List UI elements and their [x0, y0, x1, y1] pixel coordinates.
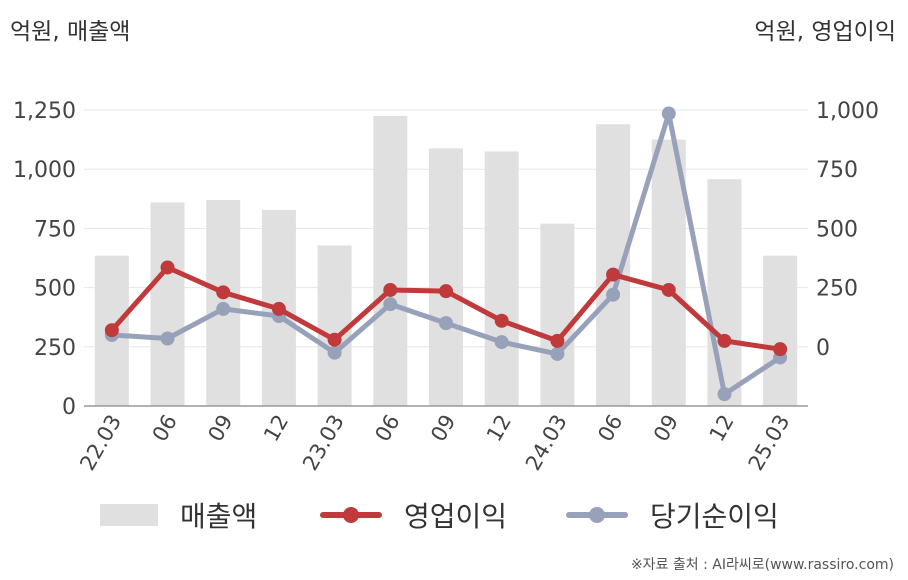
- operating-profit-point: [494, 313, 509, 328]
- x-tick-label: 06: [370, 411, 404, 446]
- legend-label-operating-profit: 영업이익: [404, 500, 508, 533]
- legend-label-net-profit: 당기순이익: [650, 500, 779, 533]
- x-tick-label: 25.03: [744, 411, 795, 475]
- right-tick-label: 0: [816, 336, 830, 361]
- x-tick-label: 06: [593, 411, 627, 446]
- left-tick-label: 750: [34, 217, 76, 242]
- x-tick-label: 12: [482, 411, 516, 446]
- x-tick-label: 09: [426, 411, 460, 446]
- revenue-bar: [596, 124, 631, 406]
- legend: 매출액 영업이익 당기순이익: [0, 493, 908, 537]
- operating-profit-point: [550, 333, 565, 348]
- net-profit-point: [494, 335, 509, 350]
- operating-profit-point: [439, 284, 453, 299]
- revenue-bar: [763, 255, 798, 406]
- revenue-bar: [651, 139, 686, 406]
- right-axis-unit: 억원, 영업이익: [754, 19, 896, 45]
- x-tick-label: 09: [203, 411, 237, 446]
- x-tick-label: 22.03: [75, 411, 126, 475]
- x-tick-label: 12: [705, 411, 739, 446]
- source-note: ※자료 출처 : AI라씨로(www.rassiro.com): [630, 557, 894, 573]
- net-profit-point: [160, 331, 175, 346]
- net-profit-point: [717, 387, 732, 402]
- right-tick-label: 750: [816, 158, 858, 183]
- combo-chart: 0 250 500 750 1,000 1,250 0 250 500 750 1,000 22.03…: [13, 99, 879, 475]
- revenue-bar: [540, 223, 575, 406]
- operating-profit-point: [717, 333, 732, 348]
- operating-profit-point: [327, 332, 342, 347]
- left-tick-label: 1,250: [13, 99, 76, 124]
- x-tick-label: 09: [649, 411, 683, 446]
- left-tick-label: 500: [34, 277, 76, 302]
- right-tick-label: 250: [816, 277, 858, 302]
- operating-profit-point: [104, 323, 119, 338]
- left-axis-unit: 억원, 매출액: [10, 19, 131, 45]
- legend-swatch-operating-profit: [320, 504, 382, 526]
- revenue-bar: [429, 148, 463, 406]
- x-tick-label: 12: [259, 411, 293, 446]
- x-tick-label: 06: [148, 411, 182, 446]
- net-profit-point: [550, 346, 565, 361]
- net-profit-point: [661, 106, 676, 121]
- legend-label-revenue: 매출액: [180, 500, 258, 533]
- x-tick-label: 24.03: [521, 411, 572, 475]
- operating-profit-point: [661, 282, 676, 297]
- revenue-bar: [150, 202, 185, 406]
- net-profit-point: [216, 301, 231, 316]
- operating-profit-point: [773, 342, 788, 357]
- operating-profit-point: [383, 282, 398, 297]
- net-profit-point: [439, 316, 453, 331]
- revenue-bar: [373, 115, 408, 407]
- operating-profit-point: [216, 285, 231, 300]
- revenue-bar: [707, 179, 742, 406]
- right-tick-label: 1,000: [816, 99, 879, 124]
- revenue-bar: [317, 245, 352, 406]
- legend-swatch-net-profit: [566, 504, 628, 526]
- net-profit-point: [383, 297, 398, 312]
- left-tick-label: 1,000: [13, 158, 76, 183]
- right-tick-label: 500: [816, 217, 858, 242]
- legend-item-operating-profit: 영업이익: [320, 493, 507, 537]
- net-profit-point: [327, 345, 342, 360]
- operating-profit-point: [271, 301, 286, 316]
- revenue-bar: [484, 151, 519, 406]
- left-tick-label: 0: [62, 395, 76, 420]
- operating-profit-point: [606, 267, 621, 282]
- legend-item-net-profit: 당기순이익: [566, 493, 779, 537]
- operating-profit-point: [160, 260, 175, 275]
- net-profit-point: [606, 287, 621, 302]
- left-tick-label: 250: [34, 336, 76, 361]
- x-tick-label: 23.03: [298, 411, 349, 475]
- legend-item-revenue: 매출액: [100, 493, 257, 537]
- legend-swatch-revenue: [100, 504, 158, 526]
